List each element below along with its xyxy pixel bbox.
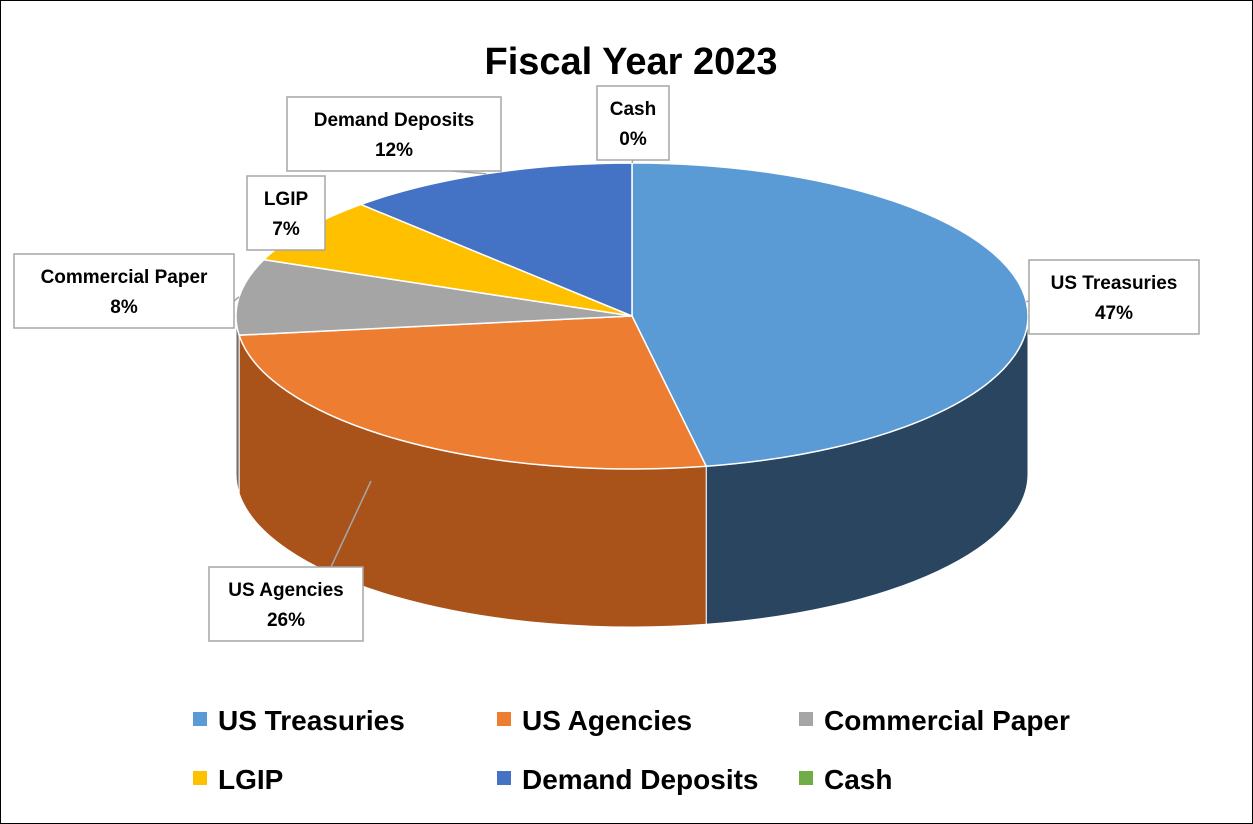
- callout-value-lgip: 7%: [272, 219, 300, 240]
- pie-slice-us-agencies: [238, 315, 708, 470]
- callout-leader-commercial-paper: [233, 296, 240, 302]
- legend-swatch-cash: [799, 771, 813, 785]
- legend-label-lgip: LGIP: [218, 764, 283, 795]
- legend-swatch-commercial-paper: [799, 712, 813, 726]
- legend-swatch-us-treasuries: [193, 712, 207, 726]
- legend-label-commercial-paper: Commercial Paper: [824, 705, 1070, 736]
- pie-slice-commercial-paper: [235, 258, 633, 336]
- callout-value-cash: 0%: [619, 129, 647, 150]
- legend-swatch-us-agencies: [497, 712, 511, 726]
- legend-item-us-agencies: US Agencies: [497, 705, 692, 736]
- callout-name-demand-deposits: Demand Deposits: [314, 110, 474, 131]
- legend-swatch-demand-deposits: [497, 771, 511, 785]
- legend-item-us-treasuries: US Treasuries: [193, 705, 405, 736]
- callout-box-us-treasuries: [1028, 259, 1200, 335]
- callout-box-us-agencies: [208, 566, 364, 642]
- pie-sides: [235, 315, 1029, 628]
- pie-slice-demand-deposits: [358, 162, 633, 318]
- pie-slice-us-treasuries: [631, 162, 1029, 468]
- legend-swatch-lgip: [193, 771, 207, 785]
- data-callouts: US Treasuries 47% US Agencies 26% Commercial…: [13, 85, 1200, 642]
- callout-box-commercial-paper: [13, 253, 235, 329]
- callout-value-us-agencies: 26%: [267, 610, 305, 631]
- legend-item-commercial-paper: Commercial Paper: [799, 705, 1070, 736]
- legend-item-lgip: LGIP: [193, 764, 283, 795]
- callout-name-us-agencies: US Agencies: [228, 580, 343, 601]
- callout-name-lgip: LGIP: [264, 189, 309, 210]
- legend-label-us-agencies: US Agencies: [522, 705, 692, 736]
- callout-value-commercial-paper: 8%: [110, 297, 138, 318]
- legend-label-us-treasuries: US Treasuries: [218, 705, 405, 736]
- callout-box-cash: [596, 85, 670, 161]
- legend-label-demand-deposits: Demand Deposits: [522, 764, 759, 795]
- callout-box-lgip: [246, 175, 326, 251]
- legend-label-cash: Cash: [824, 764, 892, 795]
- callout-name-us-treasuries: US Treasuries: [1051, 273, 1178, 294]
- pie-top: [235, 162, 1029, 470]
- callout-value-demand-deposits: 12%: [375, 140, 413, 161]
- callout-value-us-treasuries: 47%: [1095, 303, 1133, 324]
- callout-box-demand-deposits: [286, 96, 502, 172]
- legend-item-demand-deposits: Demand Deposits: [497, 764, 759, 795]
- legend-item-cash: Cash: [799, 764, 892, 795]
- callout-name-cash: Cash: [610, 99, 656, 120]
- pie-side-commercial-paper: [235, 315, 240, 494]
- legend: US Treasuries US Agencies Commercial Paper…: [193, 705, 1070, 795]
- callout-name-commercial-paper: Commercial Paper: [41, 267, 208, 288]
- chart-title: Fiscal Year 2023: [485, 41, 778, 83]
- callout-leader-us-agencies: [330, 480, 372, 568]
